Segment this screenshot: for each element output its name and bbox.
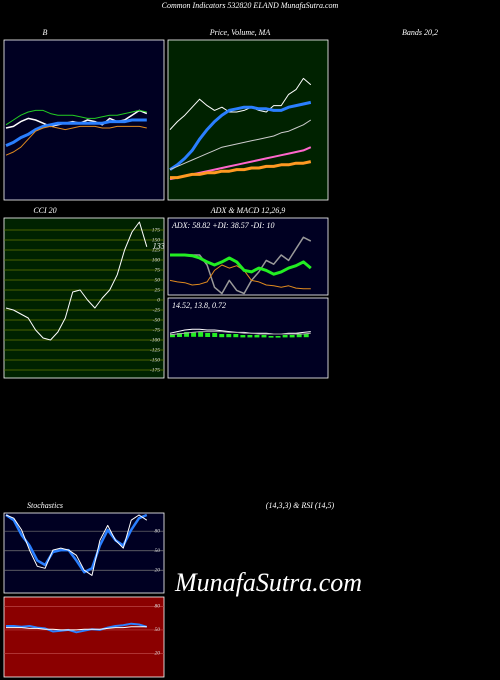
histogram-bar (296, 334, 302, 338)
series-line (5, 109, 147, 126)
series-line (169, 331, 311, 336)
series-line (169, 100, 312, 171)
y-tick-label: 20 (155, 651, 161, 657)
histogram-bar (261, 335, 267, 338)
annotation: 14.52, 13.8, 0.72 (172, 301, 226, 310)
panel-title: CCI 20 (33, 206, 56, 215)
y-tick-label: 25 (155, 287, 161, 293)
series-line (5, 513, 148, 574)
y-tick-label: -125 (150, 347, 160, 353)
histogram-bar (282, 335, 288, 338)
y-tick-label: 125 (152, 247, 161, 253)
y-tick-label: -100 (150, 337, 160, 343)
panel (3, 217, 165, 379)
y-tick-label: 100 (152, 257, 161, 263)
histogram-bar (289, 335, 295, 338)
series-line (169, 119, 312, 171)
y-tick-label: 175 (152, 227, 161, 233)
last-value-label: 133 (153, 242, 165, 251)
watermark: MunafaSutra.com (174, 568, 362, 597)
y-tick-label: 80 (155, 528, 161, 534)
histogram-bar (198, 332, 204, 337)
histogram-bar (212, 333, 218, 337)
series-line (5, 125, 147, 156)
y-tick-label: 0 (157, 297, 160, 303)
panel (3, 596, 165, 678)
series-line (170, 253, 312, 276)
y-tick-label: -150 (150, 357, 160, 363)
histogram-bar (233, 334, 239, 338)
series-line (5, 118, 147, 147)
series-line (6, 626, 147, 631)
histogram-bar (191, 332, 197, 337)
series-line (170, 160, 312, 180)
histogram-bar (184, 332, 190, 337)
panel-title: ADX & MACD 12,26,9 (210, 206, 285, 215)
histogram-bar (226, 334, 232, 338)
y-tick-label: 75 (155, 267, 161, 273)
series-line (5, 514, 148, 576)
y-tick-label: 80 (155, 604, 161, 610)
series-line (5, 221, 148, 341)
panel (167, 39, 329, 201)
panel-subtitle: Bands 20,2 (402, 28, 438, 37)
panel (3, 512, 165, 594)
histogram-bar (275, 336, 281, 338)
y-tick-label: -75 (153, 327, 161, 333)
histogram-bar (303, 334, 309, 338)
histogram-bar (240, 335, 246, 338)
histogram-bar (170, 334, 175, 338)
histogram-bar (177, 333, 182, 337)
panel-title: Price, Volume, MA (209, 28, 271, 37)
y-tick-label: -175 (150, 367, 160, 373)
panel-title: B (43, 28, 48, 37)
page-title: Common Indicators 532820 ELAND MunafaSut… (162, 1, 339, 10)
histogram-bar (268, 336, 274, 338)
annotation: ADX: 58.82 +DI: 38.57 -DI: 10 (171, 221, 275, 230)
y-tick-label: 20 (155, 568, 161, 574)
panel (167, 297, 329, 379)
y-tick-label: 50 (155, 548, 161, 554)
panel-title: Stochastics (27, 501, 63, 510)
y-tick-label: 150 (152, 237, 161, 243)
panel-subtitle: (14,3,3) & RSI (14,5) (266, 501, 335, 510)
histogram-bar (254, 335, 260, 338)
series-line (169, 77, 312, 130)
series-line (6, 622, 148, 634)
y-tick-label: 50 (155, 627, 161, 633)
histogram-bar (219, 334, 225, 338)
y-tick-label: 50 (155, 277, 161, 283)
y-tick-label: -50 (153, 317, 161, 323)
histogram-bar (247, 335, 253, 338)
histogram-bar (205, 333, 211, 337)
y-tick-label: -25 (153, 307, 161, 313)
